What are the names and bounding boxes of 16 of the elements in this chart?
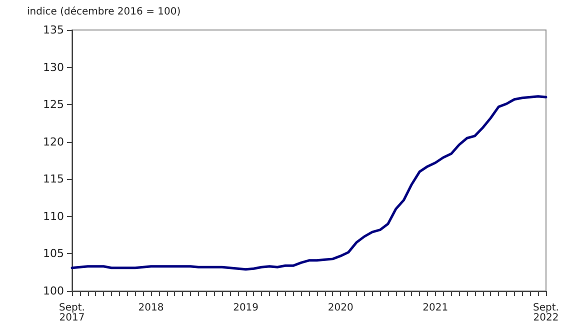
y-tick-label: 105 xyxy=(43,247,64,260)
line-series xyxy=(70,95,548,271)
x-tick-label: 2018 xyxy=(138,302,164,314)
y-tick-label: 135 xyxy=(43,24,64,36)
x-tick-label: Sept. 2022 xyxy=(533,302,559,324)
y-tick-label: 125 xyxy=(43,98,64,112)
y-tick-label: 110 xyxy=(43,210,64,223)
x-tick-label: Sept. 2017 xyxy=(59,302,85,324)
x-tick-label: 2020 xyxy=(328,302,354,314)
x-tick-label: 2021 xyxy=(422,302,448,314)
y-tick-label: 120 xyxy=(43,135,64,148)
y-axis-title: indice (décembre 2016 = 100) xyxy=(27,6,181,18)
y-tick-label: 100 xyxy=(43,284,64,298)
x-tick-label: 2019 xyxy=(233,302,259,314)
y-tick-label: 130 xyxy=(43,60,64,74)
y-tick-label: 115 xyxy=(43,172,64,186)
